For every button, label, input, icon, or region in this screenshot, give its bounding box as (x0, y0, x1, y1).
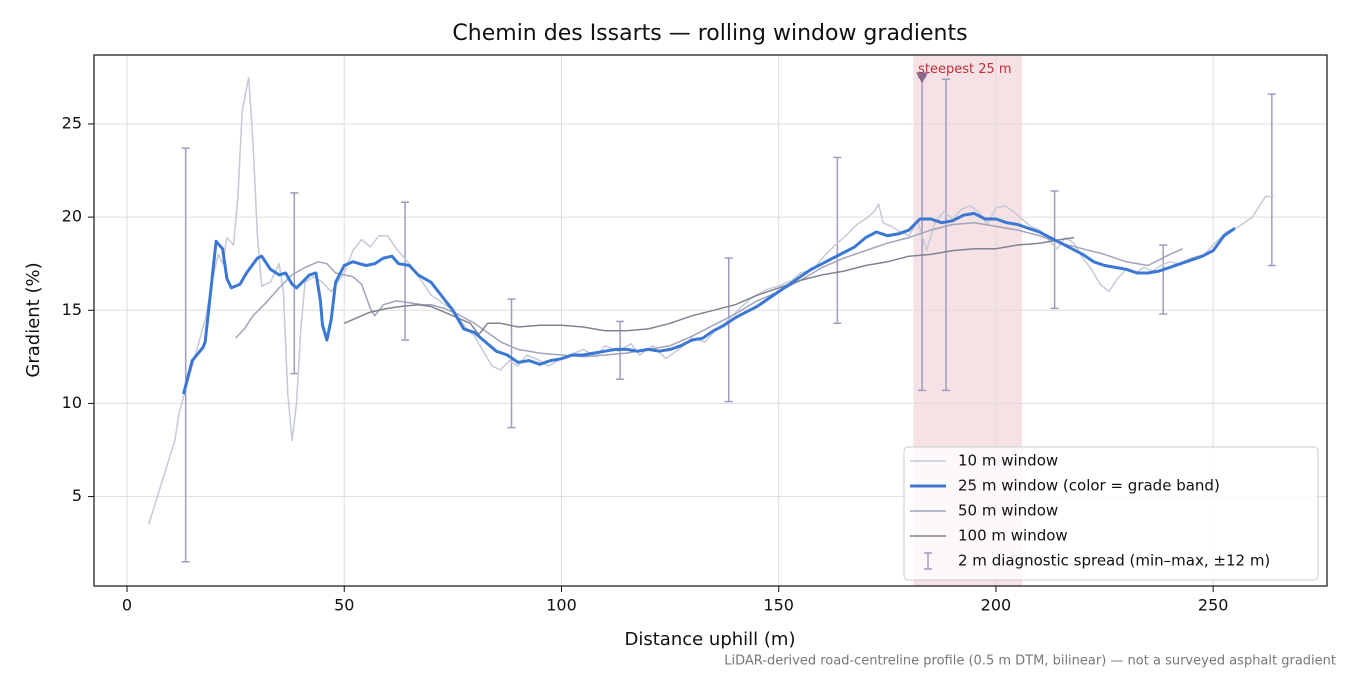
y-tick-label: 10 (62, 393, 82, 412)
x-tick-label: 100 (546, 596, 577, 615)
chart-title: Chemin des Issarts — rolling window grad… (452, 21, 967, 46)
legend-box (903, 446, 1319, 581)
annotation-marker (916, 72, 929, 84)
legend-label: 10 m window (958, 452, 1058, 470)
x-tick-label: 0 (122, 596, 132, 615)
legend: 10 m window 25 m window (color = grade ba… (903, 446, 1319, 581)
legend-label: 25 m window (color = grade band) (958, 477, 1220, 495)
legend-label: 100 m window (958, 527, 1068, 545)
series-line (182, 211, 1236, 395)
legend-label: 2 m diagnostic spread (min–max, ±12 m) (958, 552, 1270, 570)
x-axis-label: Distance uphill (m) (625, 629, 796, 650)
y-axis-label: Gradient (%) (23, 262, 44, 377)
x-tick-label: 200 (981, 596, 1012, 615)
y-tick-label: 25 (62, 113, 82, 132)
x-tick-label: 150 (763, 596, 794, 615)
x-tick-label: 250 (1198, 596, 1229, 615)
footnote: LiDAR-derived road-centreline profile (0… (724, 654, 1336, 669)
y-tick-label: 5 (72, 486, 82, 505)
y-tick-label: 20 (62, 207, 82, 226)
series-line (343, 236, 1075, 336)
legend-label: 50 m window (958, 502, 1058, 520)
y-tick-label: 15 (62, 300, 82, 319)
annotation-text: steepest 25 m (918, 62, 1011, 77)
plot-frame (93, 54, 1328, 587)
x-tick-label: 50 (334, 596, 354, 615)
series-line (147, 76, 1274, 525)
